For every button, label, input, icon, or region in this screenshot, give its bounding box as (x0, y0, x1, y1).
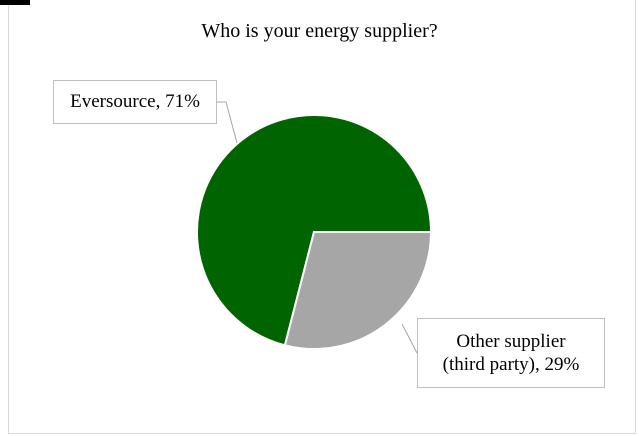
data-label-eversource-text: Eversource, 71% (70, 91, 200, 112)
leader-line-other (401, 323, 418, 354)
pie-slice-eversource (196, 114, 433, 347)
chart-title: Who is your energy supplier? (201, 20, 438, 42)
data-label-other-line1: Other supplier (456, 331, 566, 352)
leader-line-eversource (217, 101, 238, 144)
pie-slice-other-supplier (283, 231, 433, 350)
clipped-header-fragment (0, 0, 30, 5)
data-label-other-line2: (third party), 29% (442, 354, 580, 375)
data-label-eversource: Eversource, 71% (53, 80, 217, 124)
data-label-other-supplier: Other supplier (third party), 29% (417, 318, 605, 388)
